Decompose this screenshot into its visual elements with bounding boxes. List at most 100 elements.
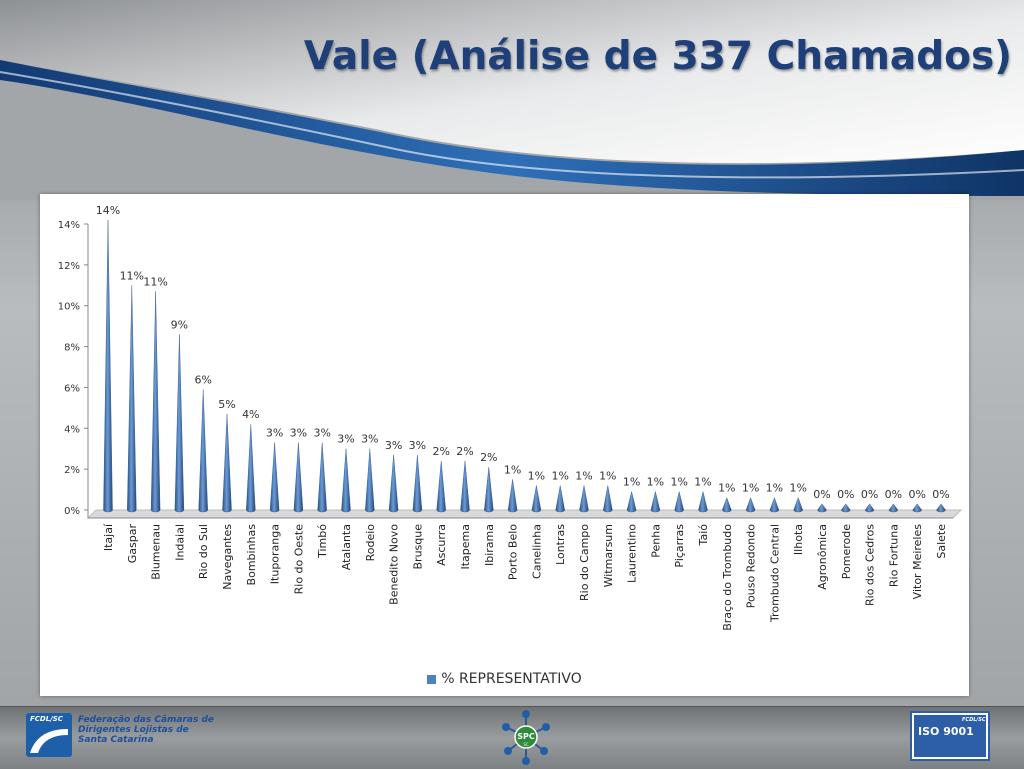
bar [936, 503, 946, 513]
data-label: 11% [120, 269, 144, 282]
bar [817, 503, 827, 513]
x-tick-label: Taió [697, 524, 710, 547]
x-tick-label: Ibirama [483, 524, 496, 566]
data-label: 3% [290, 427, 307, 440]
bar [793, 497, 803, 513]
data-label: 2% [480, 451, 497, 464]
bars [103, 219, 946, 513]
x-tick-label: Agronômica [816, 524, 829, 590]
data-label: 0% [885, 488, 902, 501]
bar [222, 413, 232, 513]
spc-logo: SPC SC [502, 710, 550, 765]
data-label: 3% [409, 439, 426, 452]
bar [365, 448, 375, 513]
bar [745, 497, 756, 513]
bar [484, 467, 494, 513]
x-tick-label: Atalanta [340, 524, 353, 570]
header-banner [0, 0, 1024, 200]
page-title: Vale (Análise de 337 Chamados) [303, 34, 1012, 79]
data-label: 3% [313, 427, 330, 440]
header-wave [0, 60, 1024, 196]
data-label: 1% [647, 476, 664, 489]
legend-swatch [427, 674, 437, 684]
bar-chart: 0% 2% 4% 6% 8% 10% 12% 14% 14% 11% 11% 9% 6% 5% 4% 3% 3… [58, 204, 963, 631]
data-label: 1% [599, 469, 616, 482]
data-label: 1% [718, 482, 735, 495]
x-tick-label: Ascurra [435, 524, 448, 566]
bar [293, 442, 304, 513]
bar [650, 491, 661, 513]
x-tick-label: Itapema [459, 524, 472, 570]
bar [698, 491, 708, 513]
x-tick-label: Piçarras [673, 524, 686, 568]
bar [269, 442, 280, 513]
spc-logo-sub: SC [523, 742, 529, 747]
data-label: 0% [932, 488, 949, 501]
bar [888, 503, 899, 513]
data-label: 1% [766, 482, 783, 495]
bar [507, 479, 518, 513]
data-label: 3% [385, 439, 402, 452]
x-tick-label: Lontras [554, 524, 567, 565]
x-tick-label: Laurentino [626, 524, 639, 583]
bar [769, 497, 780, 513]
y-tick-label: 4% [64, 424, 80, 435]
data-label: 3% [361, 433, 378, 446]
x-tick-label: Blumenau [150, 524, 163, 580]
data-label: 3% [266, 427, 283, 440]
chart-floor [86, 509, 963, 519]
legend-label: % REPRESENTATIVO [441, 671, 582, 687]
data-label: 9% [171, 318, 188, 331]
data-label: 1% [694, 476, 711, 489]
y-tick-label: 6% [64, 383, 80, 394]
spc-logo-text: SPC [517, 732, 535, 741]
x-tick-label: Penha [649, 524, 662, 558]
data-label: 6% [194, 373, 211, 386]
bar [864, 503, 875, 513]
footer: FCDL/SC Federação das Câmaras de Dirigen… [0, 706, 1024, 769]
bar [555, 485, 565, 513]
bar [246, 424, 256, 513]
data-label: 0% [861, 488, 878, 501]
y-axis: 0% 2% 4% 6% 8% 10% 12% 14% [58, 220, 88, 517]
bar [841, 503, 851, 513]
x-tick-label: Brusque [411, 524, 424, 570]
x-tick-label: Ituporanga [269, 524, 282, 584]
x-tick-label: Itajaí [102, 523, 115, 551]
y-tick-label: 2% [64, 465, 80, 476]
data-label: 1% [551, 469, 568, 482]
x-tick-label: Rio do Oeste [292, 524, 305, 595]
iso-9001-badge: ISO 9001 FCDL/SC [910, 711, 990, 761]
data-label: 1% [528, 469, 545, 482]
data-label: 2% [456, 445, 473, 458]
data-label: 0% [908, 488, 925, 501]
bar [198, 389, 208, 513]
x-tick-label: Braço do Trombudo [721, 524, 734, 631]
data-label: 14% [96, 204, 120, 217]
chart-panel: 0% 2% 4% 6% 8% 10% 12% 14% 14% 11% 11% 9% 6% 5% 4% 3% 3… [40, 194, 969, 696]
data-label: 5% [218, 398, 235, 411]
bar [412, 454, 423, 513]
data-label: 1% [504, 463, 521, 476]
x-tick-label: Rio Fortuna [887, 524, 900, 587]
y-tick-label: 14% [58, 220, 80, 231]
x-tick-label: Salete [935, 524, 948, 559]
bar [674, 491, 684, 513]
data-label: 4% [242, 408, 259, 421]
x-tick-label: Rio do Campo [578, 524, 591, 601]
data-label: 0% [837, 488, 854, 501]
x-tick-label: Porto Belo [507, 524, 520, 580]
bar [127, 285, 137, 513]
bar [341, 448, 351, 513]
data-label: 1% [575, 469, 592, 482]
x-tick-label: Benedito Novo [388, 524, 401, 605]
data-label: 0% [813, 488, 830, 501]
data-label: 1% [670, 476, 687, 489]
bar [174, 334, 185, 513]
legend: % REPRESENTATIVO [40, 671, 969, 687]
bar [460, 460, 470, 513]
x-tick-label: Ilhota [792, 524, 805, 555]
y-tick-label: 10% [58, 302, 80, 313]
data-label: 11% [143, 275, 167, 288]
x-tick-label: Bombinhas [245, 524, 258, 586]
